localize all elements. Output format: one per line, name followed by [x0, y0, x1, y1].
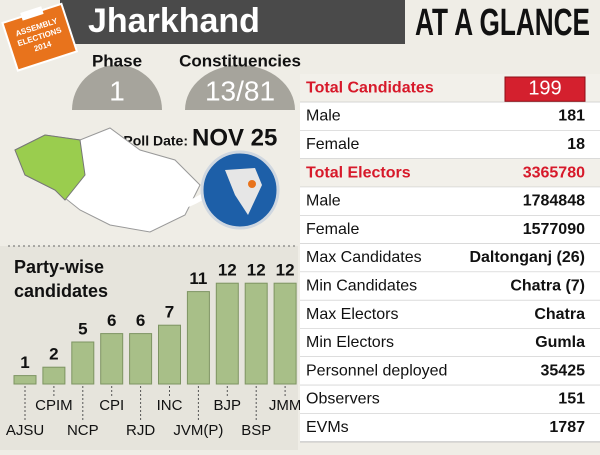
- table-row: [300, 328, 600, 357]
- value-label: 6: [107, 311, 116, 330]
- category-label: RJD: [126, 422, 155, 439]
- phase-shape: [72, 65, 162, 110]
- row-label: Personnel deployed: [306, 362, 447, 379]
- row-label: Min Electors: [306, 334, 394, 351]
- map-arrow: [144, 192, 207, 212]
- row-label: Max Electors: [306, 306, 398, 323]
- row-label: Male: [306, 193, 341, 210]
- table-row: [300, 243, 600, 273]
- category-label: INC: [157, 397, 183, 414]
- row-value: Chatra (7): [510, 277, 585, 294]
- row-value: 18: [567, 136, 585, 153]
- table-row: [300, 300, 600, 329]
- category-label: JVM(P): [173, 422, 223, 439]
- value-label: 12: [276, 261, 295, 280]
- row-value: 151: [558, 391, 585, 408]
- row-label: Female: [306, 221, 359, 238]
- map-region: [14, 134, 86, 201]
- constituency-value: 13/81: [205, 75, 275, 106]
- poll-date-label: Poll Date:: [123, 133, 188, 149]
- globe-marker: [248, 180, 256, 188]
- bar: [186, 291, 210, 385]
- value-label: 12: [218, 261, 237, 280]
- badge-slot: [20, 6, 44, 21]
- row-value: 3365780: [523, 164, 585, 181]
- value-label: 5: [78, 319, 87, 338]
- row-label: Min Candidates: [306, 277, 417, 294]
- row-label: Observers: [306, 391, 380, 408]
- table-row: [300, 413, 600, 442]
- value-label: 7: [165, 303, 174, 322]
- row-value: 1787: [549, 419, 585, 436]
- row-label: Max Candidates: [306, 249, 422, 266]
- row-label: Female: [306, 136, 359, 153]
- row-label: EVMs: [306, 419, 349, 436]
- value-label: 11: [189, 269, 207, 288]
- row-value: Gumla: [535, 334, 585, 351]
- row-value: 1577090: [523, 221, 585, 238]
- table-row: [300, 385, 600, 414]
- value-label: 2: [49, 345, 58, 364]
- row-label: Male: [306, 108, 341, 125]
- category-label: BJP: [214, 397, 242, 414]
- row-value: 35425: [541, 362, 586, 379]
- state-title: Jharkhand: [88, 2, 260, 40]
- chart-title: candidates: [14, 281, 108, 301]
- bar: [273, 282, 297, 385]
- row-value: 1784848: [523, 193, 585, 210]
- category-label: CPIM: [35, 397, 73, 414]
- bar: [13, 375, 37, 385]
- row-value: Daltonganj (26): [469, 249, 585, 266]
- table-row: [300, 187, 600, 216]
- table-row: [300, 215, 600, 244]
- row-label: Total Candidates: [306, 79, 434, 96]
- value-label: 1: [20, 353, 29, 372]
- category-label: CPI: [99, 397, 124, 414]
- table-row: [300, 158, 600, 188]
- phase-label: Phase: [92, 51, 142, 70]
- badge: ASSEMBLY ELECTIONS 2014: [1, 2, 79, 72]
- phase-value: 1: [109, 75, 125, 106]
- bar: [129, 333, 153, 385]
- globe-land: [225, 168, 262, 215]
- value-box: [504, 76, 586, 102]
- row-label: Total Electors: [306, 164, 411, 181]
- bar-chart: 1 AJSU 2 CPIM 5 NCP 6 CPI 6 RJD 7 INC 11 JVM(P) 12 BJP 1…: [6, 261, 302, 439]
- stats-table: Total Candidates 199 Male 181 Female 18 Total …: [300, 74, 600, 443]
- bar: [215, 282, 239, 385]
- value-label: 6: [136, 311, 145, 330]
- category-label: BSP: [241, 422, 271, 439]
- bar: [158, 324, 181, 385]
- row-value: 181: [558, 108, 585, 125]
- constituency-label: Constituencies: [179, 51, 301, 70]
- table-row: [300, 357, 600, 386]
- row-value: 199: [528, 77, 561, 99]
- category-label: JMM: [269, 397, 302, 414]
- table-row: [300, 272, 600, 301]
- chart-title: Party-wise: [14, 257, 104, 277]
- bar: [42, 366, 66, 385]
- value-label: 12: [247, 261, 266, 280]
- bar: [71, 341, 95, 385]
- bar: [244, 282, 268, 385]
- header-bar: [60, 0, 405, 44]
- constituency-shape: [185, 65, 295, 110]
- category-label: AJSU: [6, 422, 44, 439]
- table-row: [300, 102, 600, 131]
- poll-date: NOV 25: [192, 124, 277, 151]
- category-label: NCP: [67, 422, 99, 439]
- page-title: AT A GLANCE: [415, 2, 590, 44]
- bar: [100, 333, 124, 385]
- table-row: [300, 130, 600, 159]
- row-value: Chatra: [534, 306, 585, 323]
